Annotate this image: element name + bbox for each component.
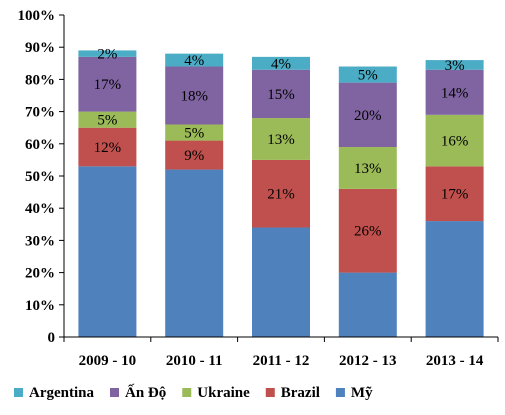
bar-segment bbox=[165, 53, 224, 67]
bar-segment bbox=[78, 166, 137, 337]
y-tick-label: 40% bbox=[25, 201, 55, 217]
bar-segment bbox=[425, 69, 484, 115]
bar-stack: 21% 13% 15% 4% bbox=[252, 56, 310, 337]
data-label: 21% bbox=[267, 187, 295, 203]
bar-segment bbox=[78, 127, 137, 167]
y-tick-label: 80% bbox=[25, 72, 55, 88]
legend-swatch bbox=[335, 388, 345, 397]
x-tick-label: 2012 - 13 bbox=[339, 353, 397, 369]
y-tick-label: 60% bbox=[25, 137, 55, 153]
y-axis: 0 10% 20% 30% 40% 50% 60% 70% 80% 90% 100% bbox=[18, 8, 65, 346]
bar-segment bbox=[165, 169, 224, 337]
bar-segment bbox=[165, 66, 224, 125]
data-label: 4% bbox=[271, 56, 291, 72]
data-label: 13% bbox=[267, 132, 295, 148]
x-tick-label: 2013 - 14 bbox=[426, 353, 484, 369]
bar-stack: 26% 13% 20% 5% bbox=[338, 66, 397, 337]
bar-segment bbox=[338, 66, 397, 83]
y-tick-label: 70% bbox=[25, 105, 55, 121]
data-label: 20% bbox=[354, 108, 382, 124]
data-label: 15% bbox=[267, 87, 295, 103]
bars: 12% 5% 17% 2% 9% 5% 18% 4% 21% 13% 15% 4% 26% 13% 20% 5… bbox=[78, 47, 484, 337]
bar-segment bbox=[252, 159, 310, 228]
bar-segment bbox=[78, 111, 137, 128]
bar-stack: 12% 5% 17% 2% bbox=[78, 47, 137, 337]
bar-segment bbox=[425, 114, 484, 167]
x-tick-label: 2010 - 11 bbox=[166, 353, 223, 369]
data-label: 2% bbox=[97, 47, 117, 63]
legend-item: Ấn Độ bbox=[110, 384, 166, 401]
data-label: 16% bbox=[441, 134, 469, 150]
x-tick-label: 2009 - 10 bbox=[79, 353, 137, 369]
data-label: 14% bbox=[441, 85, 469, 101]
data-label: 5% bbox=[358, 68, 378, 84]
bar-stack: 17% 16% 14% 3% bbox=[425, 58, 484, 337]
y-tick-label: 100% bbox=[18, 8, 56, 24]
bar-segment bbox=[338, 272, 397, 337]
legend: Argentina Ấn Độ Ukraine Brazil Mỹ bbox=[14, 384, 373, 401]
bar-segment bbox=[165, 124, 224, 141]
bar-segment bbox=[425, 166, 484, 222]
bar-segment bbox=[425, 221, 484, 337]
legend-item: Argentina bbox=[14, 385, 94, 401]
legend-label: Argentina bbox=[29, 385, 94, 401]
bar-segment bbox=[252, 227, 310, 337]
bar-segment bbox=[252, 118, 310, 160]
data-label: 5% bbox=[97, 113, 117, 129]
data-label: 17% bbox=[441, 187, 469, 203]
data-label: 17% bbox=[94, 77, 122, 93]
legend-item: Brazil bbox=[265, 385, 320, 401]
x-axis: 2009 - 10 2010 - 11 2011 - 12 2012 - 13 2013… bbox=[63, 336, 499, 369]
y-tick-label: 10% bbox=[25, 298, 55, 314]
legend-item: Mỹ bbox=[335, 385, 373, 401]
legend-label: Mỹ bbox=[351, 385, 373, 401]
data-label: 13% bbox=[354, 161, 382, 177]
legend-swatch bbox=[110, 388, 119, 397]
bar-segment bbox=[78, 56, 137, 112]
bar-segment bbox=[425, 60, 484, 70]
data-label: 5% bbox=[184, 126, 204, 142]
bar-segment bbox=[338, 147, 397, 189]
bar-segment bbox=[252, 69, 310, 119]
data-label: 12% bbox=[94, 140, 122, 156]
bar-segment bbox=[165, 140, 224, 170]
data-label: 18% bbox=[180, 89, 208, 105]
bar-segment bbox=[252, 56, 310, 70]
bar-stack: 9% 5% 18% 4% bbox=[165, 53, 224, 337]
y-tick-label: 20% bbox=[25, 266, 55, 282]
bar-segment bbox=[338, 188, 397, 273]
legend-label: Ấn Độ bbox=[125, 384, 166, 401]
legend-swatch bbox=[182, 388, 192, 397]
x-tick-label: 2011 - 12 bbox=[253, 353, 310, 369]
data-label: 4% bbox=[184, 53, 204, 69]
y-tick-label: 0 bbox=[48, 330, 56, 346]
y-tick-label: 90% bbox=[25, 40, 55, 56]
legend-item: Ukraine bbox=[182, 385, 250, 401]
data-label: 9% bbox=[184, 148, 204, 164]
legend-label: Brazil bbox=[281, 385, 320, 401]
y-tick-label: 50% bbox=[25, 169, 55, 185]
bar-segment bbox=[78, 50, 137, 57]
data-label: 3% bbox=[445, 58, 465, 74]
data-label: 26% bbox=[354, 224, 382, 240]
y-tick-label: 30% bbox=[25, 233, 55, 249]
legend-swatch bbox=[265, 388, 275, 397]
bar-segment bbox=[338, 82, 397, 148]
legend-swatch bbox=[14, 388, 23, 397]
legend-label: Ukraine bbox=[197, 385, 250, 401]
